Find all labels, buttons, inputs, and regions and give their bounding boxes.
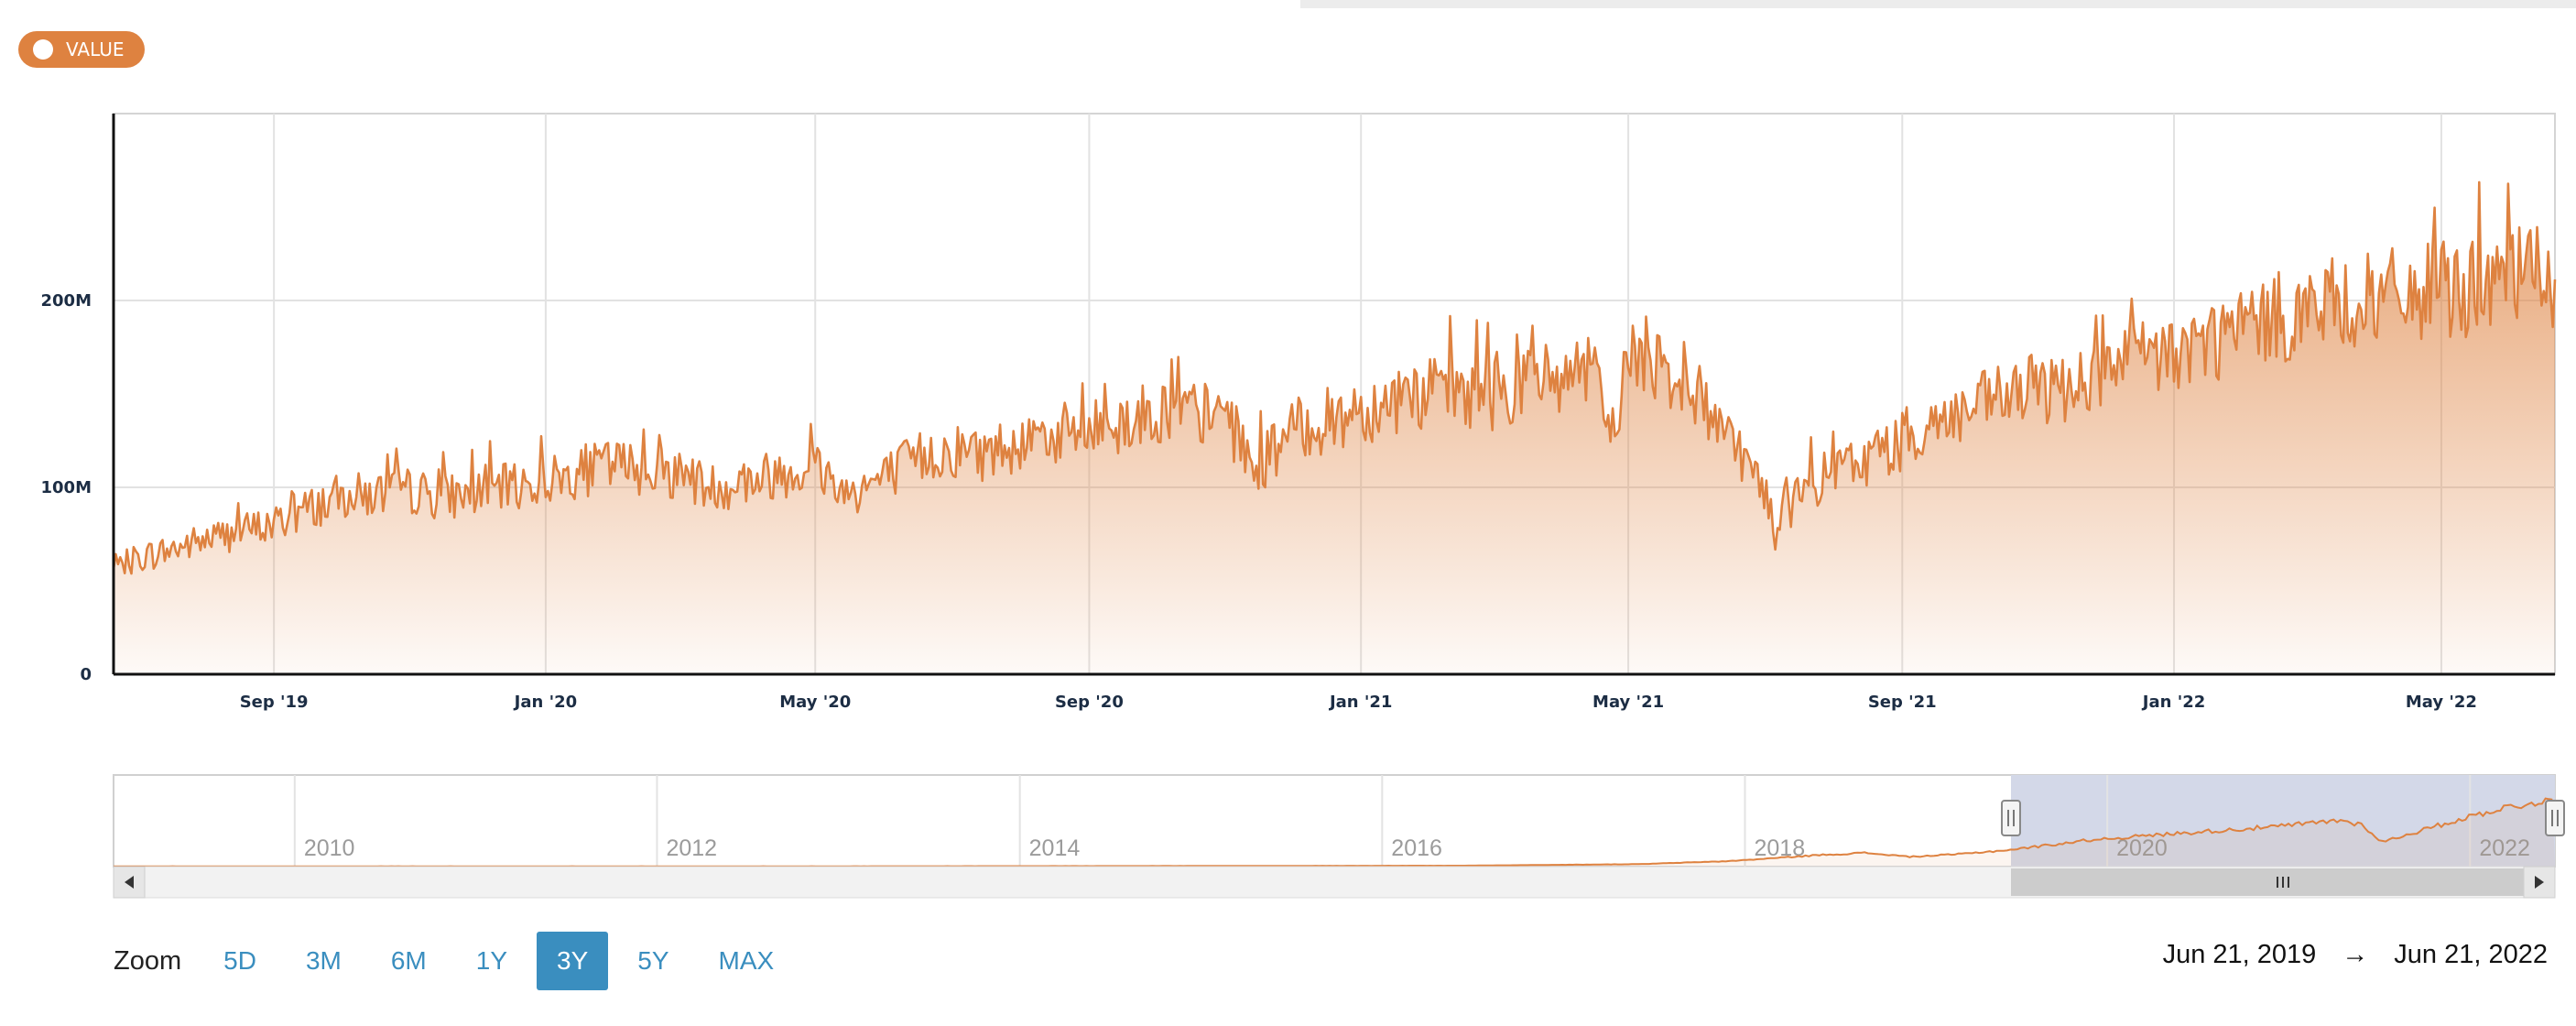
arrow-right-icon [2535, 876, 2544, 889]
x-tick-label: May '22 [2406, 693, 2477, 712]
zoom-3y-button[interactable]: 3Y [537, 932, 609, 990]
x-tick-label: Jan '22 [2141, 693, 2205, 712]
series-area-value [114, 181, 2555, 674]
x-tick-label: Jan '20 [513, 693, 577, 712]
zoom-controls: Zoom 5D 3M 6M 1Y 3Y 5Y MAX [114, 931, 803, 991]
navigator-handle-right[interactable] [2545, 800, 2565, 836]
navigator-handle-left[interactable] [2000, 800, 2021, 836]
y-tick-label: 0 [80, 665, 92, 684]
navigator[interactable]: 2010201220142016201820202022 [0, 770, 2576, 916]
legend-toggle-icon [33, 39, 53, 60]
handle-body [2545, 800, 2565, 836]
zoom-6m-button[interactable]: 6M [390, 946, 427, 975]
y-tick-label: 100M [41, 478, 92, 497]
range-from-date[interactable]: Jun 21, 2019 [2162, 939, 2317, 969]
zoom-label: Zoom [114, 945, 182, 976]
x-tick-label: May '20 [779, 693, 851, 712]
navigator-tick-label: 2014 [1029, 835, 1081, 861]
top-bar [1300, 0, 2576, 8]
main-chart[interactable]: 0 100M 200M Sep '19 Jan '20 May '20 Sep '20 Jan… [0, 0, 2576, 733]
date-range: Jun 21, 2019 → Jun 21, 2022 [2163, 934, 2548, 975]
x-tick-label: Sep '20 [1055, 693, 1124, 712]
range-arrow-icon: → [2342, 939, 2369, 969]
navigator-tick-label: 2012 [666, 835, 717, 861]
x-tick-label: May '21 [1592, 693, 1664, 712]
zoom-5d-button[interactable]: 5D [223, 946, 256, 975]
x-tick-label: Sep '19 [240, 693, 309, 712]
zoom-3m-button[interactable]: 3M [305, 946, 342, 975]
navigator-area [114, 798, 2555, 867]
x-tick-label: Sep '21 [1868, 693, 1937, 712]
range-to-date[interactable]: Jun 21, 2022 [2394, 939, 2548, 969]
legend-label: VALUE [66, 38, 125, 60]
navigator-tick-label: 2010 [304, 835, 355, 861]
zoom-max-button[interactable]: MAX [718, 946, 775, 975]
zoom-5y-button[interactable]: 5Y [637, 946, 669, 975]
navigator-tick-label: 2020 [2116, 835, 2168, 861]
zoom-1y-button[interactable]: 1Y [475, 946, 507, 975]
legend-item-value[interactable]: VALUE [18, 31, 145, 68]
navigator-tick-label: 2022 [2479, 835, 2530, 861]
handle-body [2000, 800, 2021, 836]
series-line-value[interactable] [112, 180, 2557, 575]
arrow-left-icon [125, 876, 134, 889]
x-tick-label: Jan '21 [1328, 693, 1392, 712]
navigator-tick-label: 2016 [1391, 835, 1442, 861]
y-tick-label: 200M [41, 291, 92, 311]
